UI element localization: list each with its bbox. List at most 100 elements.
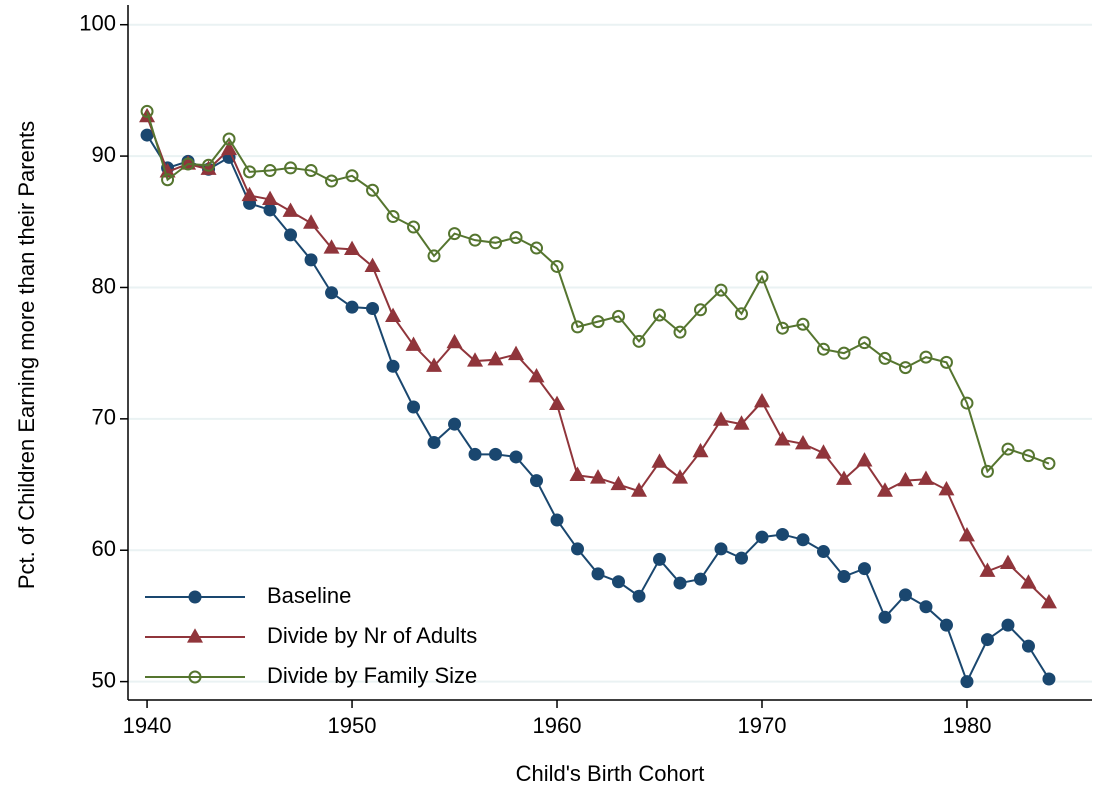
marker [489, 236, 503, 250]
marker [712, 411, 729, 426]
x-tick-label: 1970 [738, 713, 787, 738]
marker [631, 482, 648, 497]
y-axis-label: Pct. of Children Earning more than their… [14, 121, 39, 589]
marker [200, 160, 217, 175]
marker [325, 174, 339, 188]
marker [837, 346, 851, 360]
marker [263, 164, 277, 178]
y-tick-label: 50 [92, 667, 116, 692]
y-tick-label: 100 [79, 11, 116, 36]
marker [385, 307, 402, 322]
marker [980, 633, 994, 647]
marker [508, 345, 525, 361]
y-tick-label: 60 [92, 536, 116, 561]
series-line [146, 116, 1050, 604]
marker [282, 202, 299, 217]
y-tick-label: 80 [92, 273, 116, 298]
marker [979, 562, 996, 577]
y-tick-label: 70 [92, 405, 116, 430]
marker [796, 317, 810, 331]
marker [448, 417, 462, 431]
marker [140, 128, 154, 142]
marker [304, 164, 318, 178]
marker [446, 333, 463, 349]
marker [774, 431, 791, 446]
marker [878, 351, 892, 365]
marker [345, 300, 359, 314]
marker [651, 453, 668, 468]
marker [407, 400, 421, 414]
marker [919, 350, 933, 364]
marker [569, 466, 586, 481]
marker [837, 570, 851, 584]
marker [653, 308, 667, 322]
marker [815, 444, 832, 459]
marker [632, 589, 646, 603]
marker [632, 334, 646, 348]
marker [653, 552, 667, 566]
x-tick-label: 1980 [942, 713, 991, 738]
marker [181, 157, 195, 171]
marker [878, 610, 892, 624]
legend-marker [187, 628, 203, 643]
marker [386, 359, 400, 373]
marker [734, 307, 748, 321]
marker [857, 336, 871, 350]
marker [898, 588, 912, 602]
marker [897, 471, 914, 487]
marker [610, 475, 627, 491]
series-line [146, 111, 1050, 474]
marker [448, 227, 462, 241]
marker [939, 355, 953, 369]
marker [917, 470, 934, 485]
marker [796, 533, 810, 547]
marker [530, 241, 544, 255]
marker [794, 435, 811, 450]
marker [590, 469, 607, 484]
x-axis-label: Child's Birth Cohort [516, 761, 705, 786]
marker [734, 551, 748, 565]
x-tick-label: 1950 [328, 713, 377, 738]
marker [775, 321, 789, 335]
marker [241, 186, 258, 202]
marker [263, 203, 277, 217]
marker [344, 240, 361, 255]
marker [980, 464, 994, 478]
marker [202, 158, 216, 172]
marker [161, 173, 175, 187]
marker [550, 513, 564, 527]
marker [509, 231, 523, 245]
marker [139, 107, 156, 123]
marker [1042, 457, 1056, 471]
marker [1001, 618, 1015, 632]
marker [857, 562, 871, 576]
marker [530, 474, 544, 488]
marker [733, 415, 750, 430]
marker [612, 309, 626, 323]
marker [571, 542, 585, 556]
marker [714, 542, 728, 556]
marker [591, 567, 605, 581]
marker [673, 325, 687, 339]
marker [938, 480, 955, 496]
marker [140, 104, 154, 118]
marker [366, 183, 380, 197]
marker [1021, 449, 1035, 463]
marker [1042, 672, 1056, 686]
marker [366, 301, 380, 315]
marker [468, 447, 482, 461]
marker [1020, 574, 1037, 589]
marker [509, 450, 523, 464]
marker [284, 161, 298, 175]
marker [571, 320, 585, 334]
marker [919, 600, 933, 614]
marker [898, 361, 912, 375]
marker [692, 442, 709, 458]
marker [262, 190, 279, 206]
marker [221, 140, 238, 156]
marker [999, 554, 1016, 569]
marker [487, 350, 504, 366]
marker [467, 352, 484, 367]
marker [939, 618, 953, 632]
